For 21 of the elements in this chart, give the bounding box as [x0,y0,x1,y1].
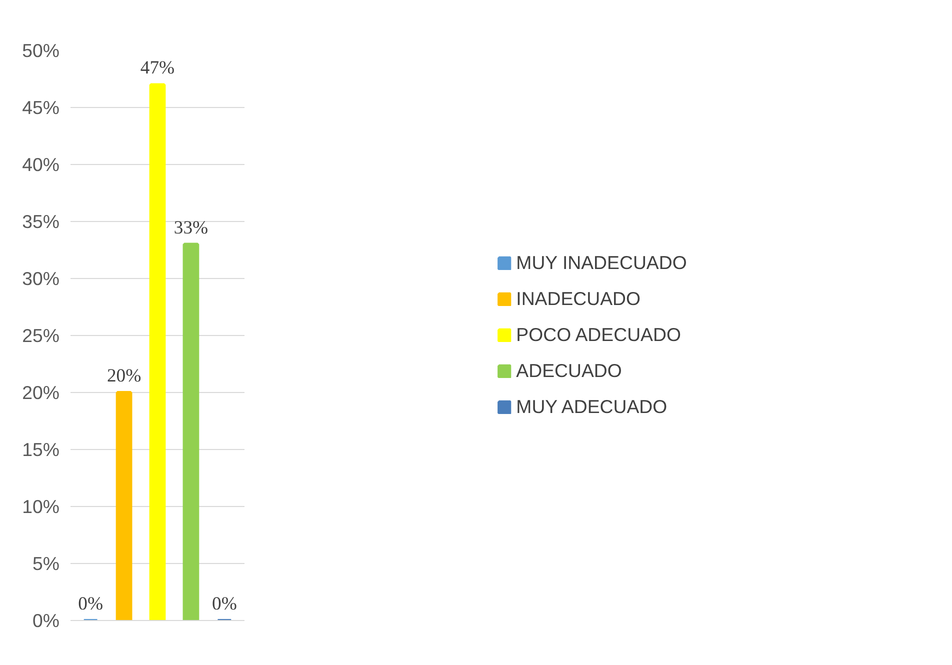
y-tick-label: 40% [22,154,60,175]
data-label: 33% [174,217,208,238]
y-tick-label: 5% [32,553,60,574]
y-tick-label: 25% [22,325,60,346]
y-tick-label: 15% [22,439,60,460]
data-label: 0% [78,594,104,614]
y-tick-label: 0% [32,610,60,631]
legend-label: MUY ADECUADO [516,396,668,418]
legend-label: INADECUADO [516,288,641,310]
y-tick-label: 45% [22,97,60,118]
y-tick-label: 20% [22,382,60,403]
y-tick-label: 30% [22,268,60,289]
data-label: 47% [140,58,175,79]
legend-label: ADECUADO [516,360,622,382]
data-label: 0% [212,594,237,614]
y-tick-label: 50% [22,40,60,61]
y-tick-label: 10% [22,496,60,517]
legend-label: MUY INADECUADO [516,252,687,274]
y-tick-label: 35% [22,211,60,232]
data-label: 20% [106,366,142,386]
legend-label: POCO ADECUADO [516,324,681,346]
